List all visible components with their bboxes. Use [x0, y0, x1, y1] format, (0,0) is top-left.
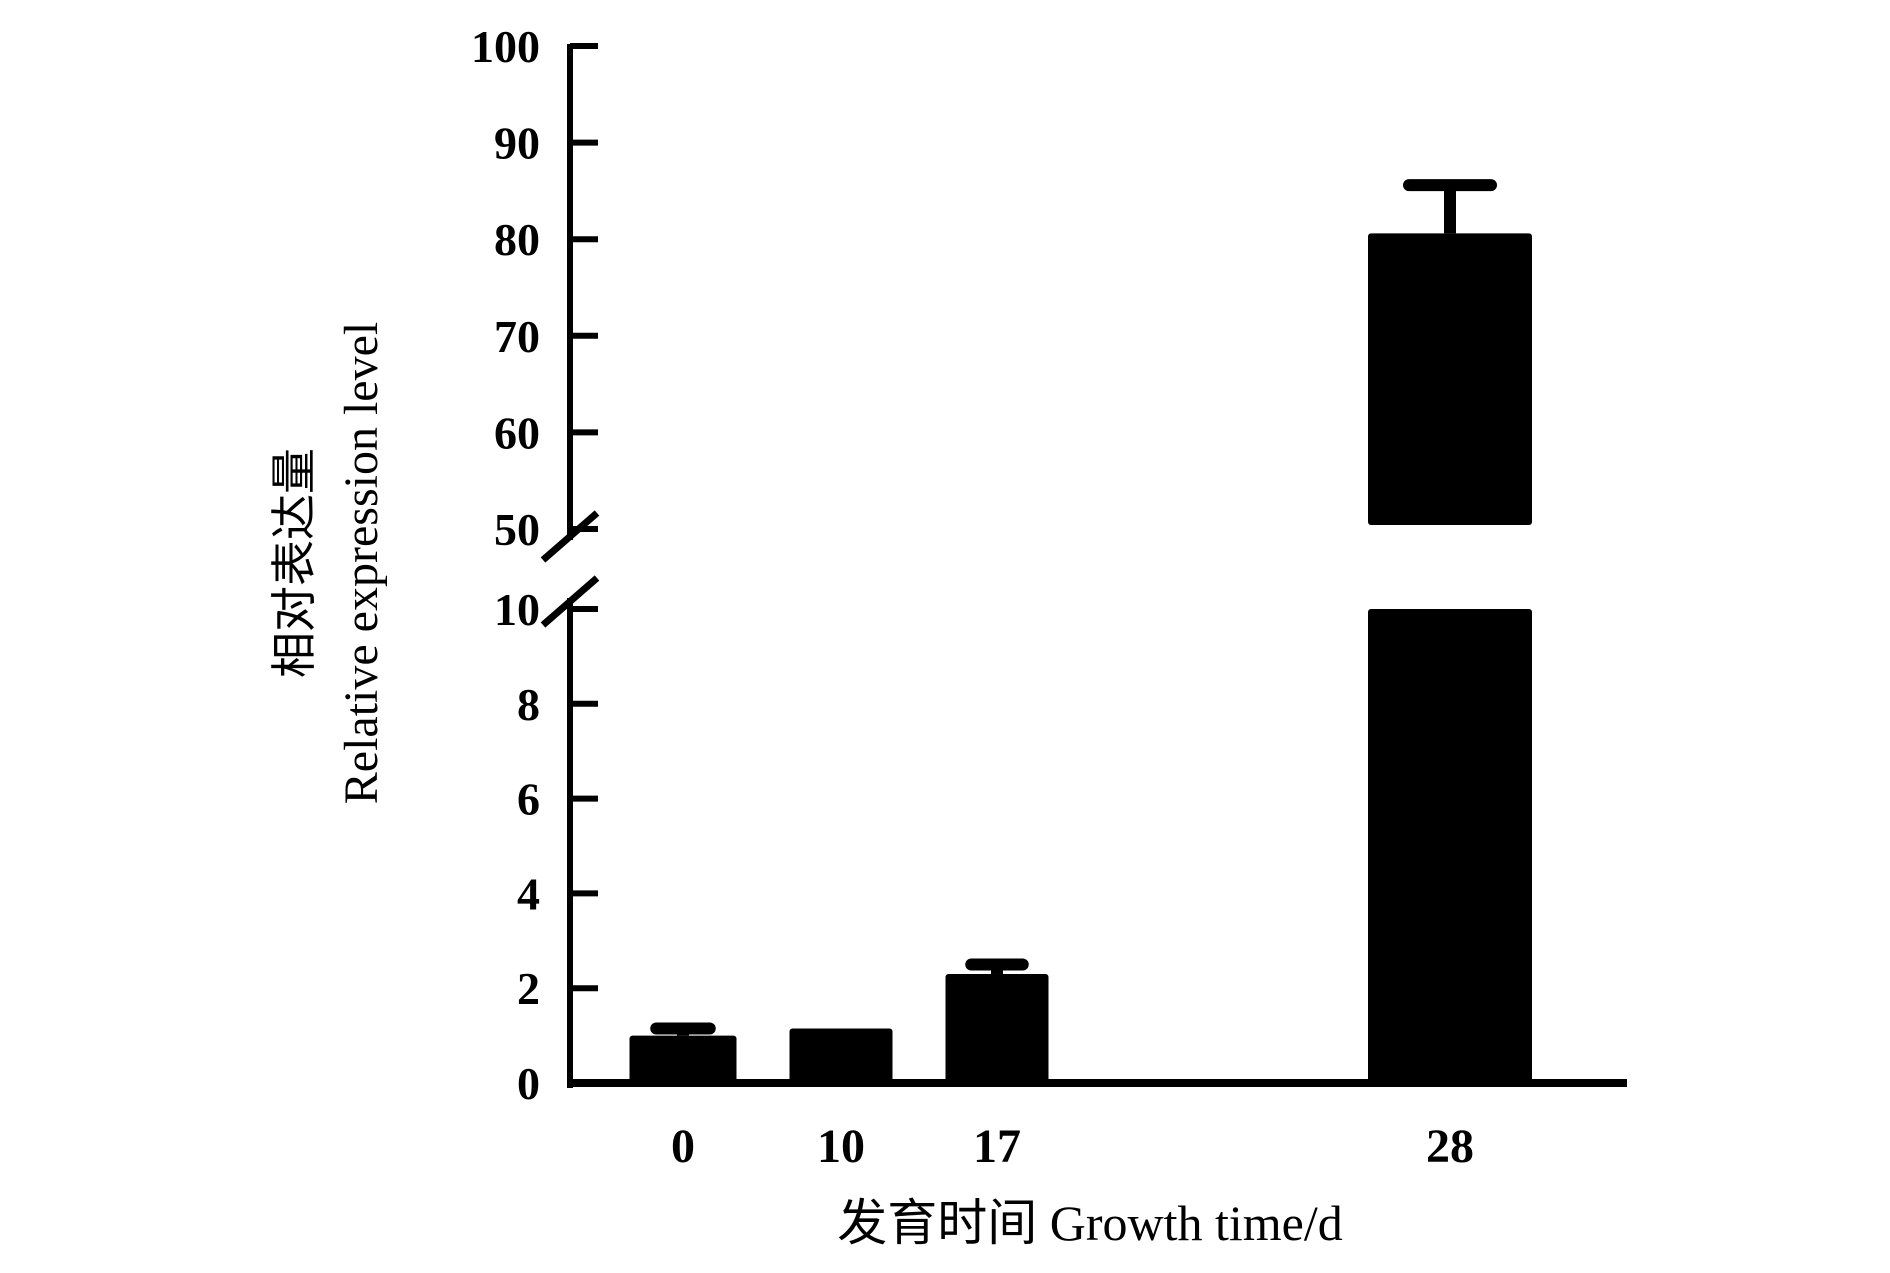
- x-tick-label: 28: [1426, 1120, 1474, 1173]
- y-axis-label-en: Relative expression level: [335, 322, 388, 805]
- y-tick-label: 100: [471, 21, 540, 72]
- tick-labels: 0 2 4 6 8 10 50 60 70 80 90 100 0 10 17 28: [471, 21, 1474, 1173]
- bar: [629, 1035, 737, 1083]
- y-tick-label: 50: [494, 504, 540, 555]
- y-tick-label: 6: [517, 774, 540, 825]
- bar-lower-segment: [1368, 609, 1532, 1083]
- bar: [945, 973, 1049, 1083]
- axis-break-mark: [540, 510, 600, 563]
- x-tick-label: 0: [671, 1120, 695, 1173]
- bar-upper-segment: [1368, 233, 1532, 526]
- y-tick-label: 80: [494, 214, 540, 265]
- y-tick-label: 60: [494, 407, 540, 458]
- y-tick-label: 4: [517, 868, 540, 919]
- x-axis-label: 发育时间 Growth time/d: [837, 1195, 1343, 1251]
- y-tick-label: 2: [517, 963, 540, 1014]
- axis-break-mark: [540, 575, 600, 628]
- y-tick-label: 0: [517, 1058, 540, 1109]
- x-tick-label: 17: [973, 1120, 1021, 1173]
- y-tick-label: 90: [494, 118, 540, 169]
- y-tick-label: 8: [517, 679, 540, 730]
- bar: [789, 1028, 893, 1083]
- y-tick-label: 70: [494, 311, 540, 362]
- y-axis-label-cn: 相对表达量: [269, 448, 320, 678]
- x-tick-label: 10: [817, 1120, 865, 1173]
- y-tick-label: 10: [494, 584, 540, 635]
- bars: [629, 179, 1532, 1083]
